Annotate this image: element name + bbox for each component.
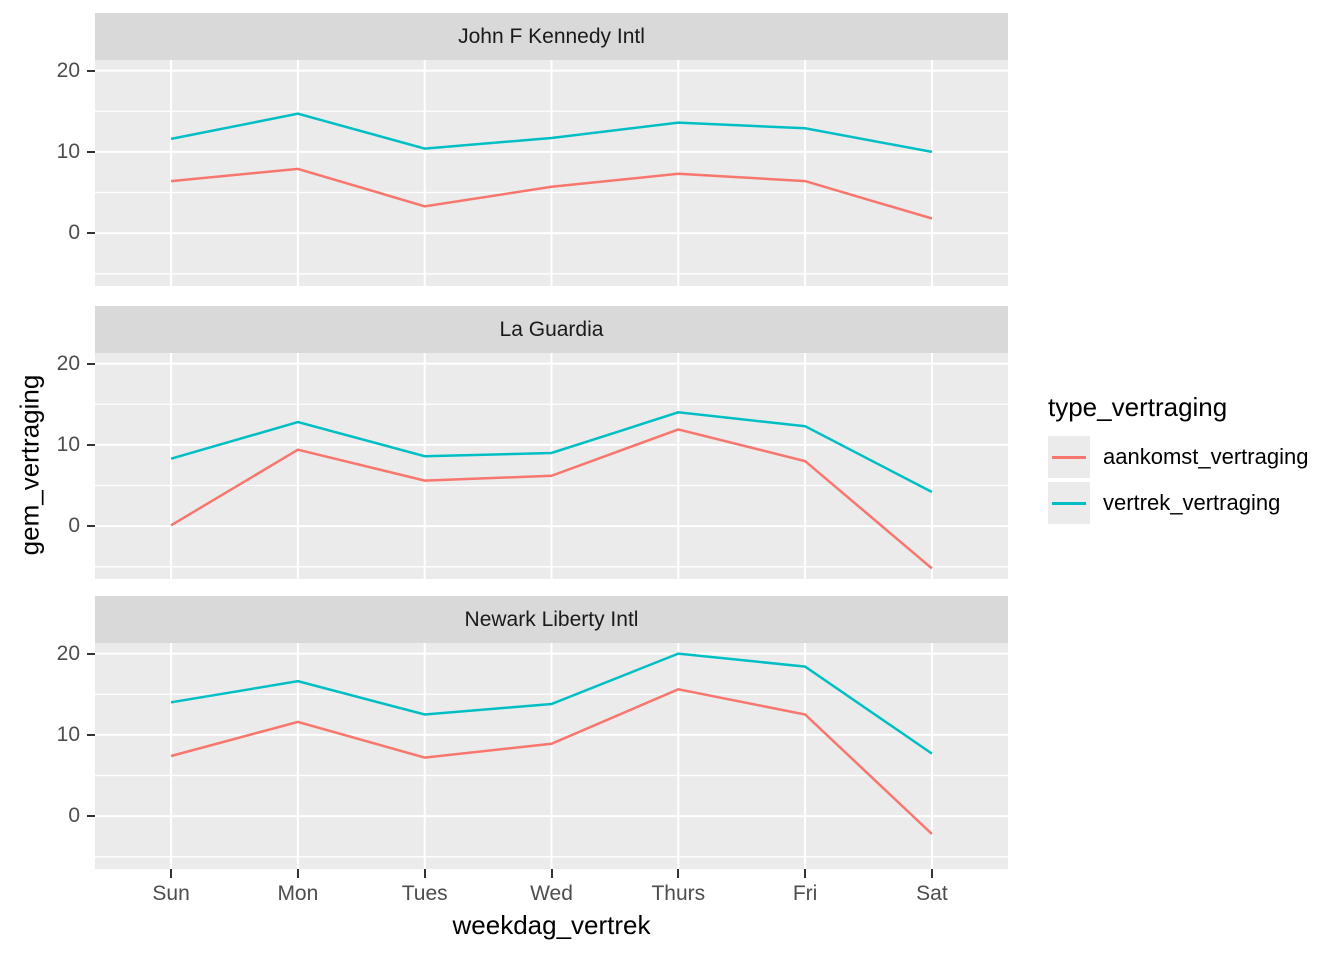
y-tick-mark — [87, 733, 95, 736]
vertrek_vertraging-line — [170, 411, 933, 494]
y-tick-label: 10 — [56, 722, 80, 746]
facet-jfk: 0 10 20 John F Kennedy Intl — [0, 13, 1008, 286]
legend-label: vertrek_vertraging — [1103, 490, 1281, 515]
y-axis-labels: 0 10 20 — [0, 306, 95, 579]
y-tick-mark — [87, 69, 95, 72]
facet-lga: 0 10 20 La Guardia — [0, 306, 1008, 579]
y-tick-label: 0 — [68, 804, 80, 828]
aankomst_vertraging-line — [170, 167, 933, 220]
facet-ewr: 0 10 20 Newark Liberty Intl — [0, 596, 1008, 869]
legend-key — [1048, 436, 1090, 478]
y-tick-mark — [87, 362, 95, 365]
legend-key — [1048, 482, 1090, 524]
y-tick-mark — [87, 232, 95, 235]
y-tick-label: 10 — [56, 432, 80, 456]
legend-title: type_vertraging — [1048, 392, 1228, 422]
x-tick-mark — [930, 869, 933, 878]
y-tick-mark — [87, 150, 95, 153]
y-tick-label: 20 — [56, 641, 80, 665]
x-tick-mark — [170, 869, 173, 878]
facet-panel — [95, 643, 1008, 869]
x-tick-mark — [677, 869, 680, 878]
aankomst_vertraging-line — [170, 687, 933, 835]
aankomst_vertraging-line — [170, 428, 933, 570]
y-axis-labels: 0 10 20 — [0, 596, 95, 869]
x-tick-label: Sun — [152, 882, 190, 905]
y-tick-mark — [87, 652, 95, 655]
y-tick-label: 0 — [68, 221, 80, 245]
x-tick-label: Thurs — [651, 882, 706, 905]
x-axis: Sun Mon Tues Wed Thurs Fri Sat — [95, 869, 1008, 919]
vertrek_vertraging-line — [170, 652, 933, 755]
x-tick-mark — [423, 869, 426, 878]
x-tick-mark — [804, 869, 807, 878]
vertrek-line-swatch — [1052, 501, 1086, 505]
x-tick-label: Wed — [530, 882, 573, 905]
x-tick-label: Sat — [916, 882, 948, 905]
y-tick-label: 20 — [56, 58, 80, 82]
facet-strip-title: John F Kennedy Intl — [95, 13, 1008, 60]
y-axis-labels: 0 10 20 — [0, 13, 95, 286]
y-tick-label: 0 — [68, 514, 80, 538]
y-tick-mark — [87, 815, 95, 818]
x-tick-mark — [296, 869, 299, 878]
y-tick-label: 10 — [56, 139, 80, 163]
legend: type_vertraging aankomst_vertraging vert… — [1048, 392, 1340, 528]
facet-strip-title: Newark Liberty Intl — [95, 596, 1008, 643]
y-tick-mark — [87, 443, 95, 446]
y-tick-mark — [87, 525, 95, 528]
vertrek_vertraging-line — [170, 112, 933, 154]
facet-panel — [95, 60, 1008, 286]
facet-strip-title: La Guardia — [95, 306, 1008, 353]
line-plot — [95, 353, 1008, 579]
x-tick-label: Fri — [792, 882, 818, 905]
x-axis-title: weekdag_vertrek — [452, 910, 651, 940]
facet-panel — [95, 353, 1008, 579]
y-tick-label: 20 — [56, 351, 80, 375]
line-plot — [95, 60, 1008, 286]
line-plot — [95, 643, 1008, 869]
aankomst-line-swatch — [1052, 455, 1086, 459]
legend-item-vertrek: vertrek_vertraging — [1048, 482, 1340, 524]
x-tick-label: Mon — [277, 882, 319, 905]
x-tick-mark — [550, 869, 553, 878]
legend-item-aankomst: aankomst_vertraging — [1048, 436, 1340, 478]
legend-label: aankomst_vertraging — [1103, 444, 1309, 469]
x-tick-label: Tues — [401, 882, 448, 905]
